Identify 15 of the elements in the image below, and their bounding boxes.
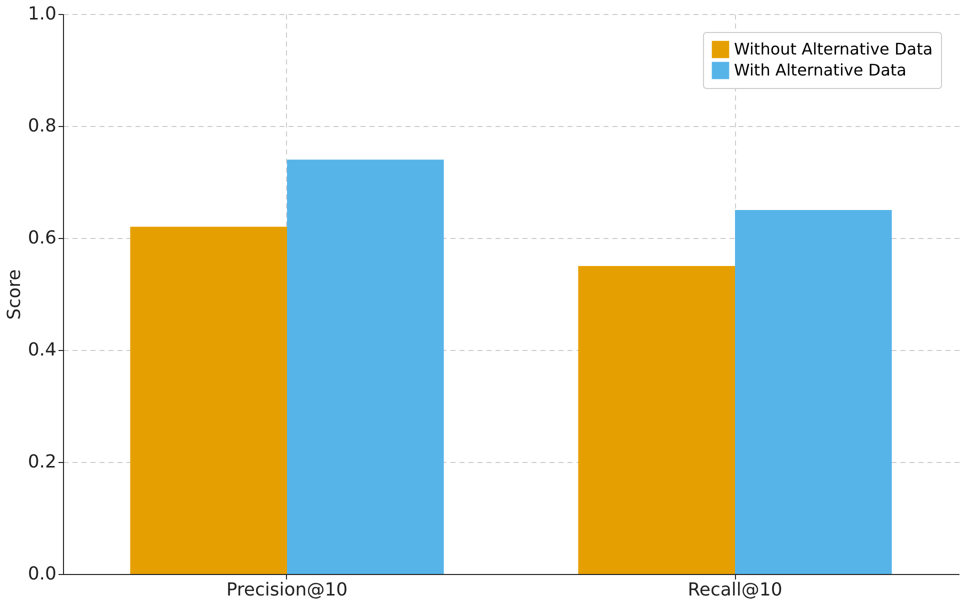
bar xyxy=(287,160,444,574)
y-tick-label: 0.0 xyxy=(28,564,56,584)
y-axis-title: Score xyxy=(4,269,25,320)
x-tick-label: Recall@10 xyxy=(688,580,782,600)
y-tick-label: 0.4 xyxy=(28,340,56,360)
y-tick-label: 1.0 xyxy=(28,4,56,24)
bar xyxy=(130,226,287,574)
y-tick-label: 0.8 xyxy=(28,116,56,136)
legend-label: Without Alternative Data xyxy=(734,40,933,58)
bar xyxy=(735,210,892,574)
y-tick-label: 0.2 xyxy=(28,452,56,472)
bar xyxy=(578,266,735,574)
legend-label: With Alternative Data xyxy=(734,60,906,80)
y-tick-label: 0.6 xyxy=(28,228,56,248)
x-tick-label: Precision@10 xyxy=(226,580,348,600)
